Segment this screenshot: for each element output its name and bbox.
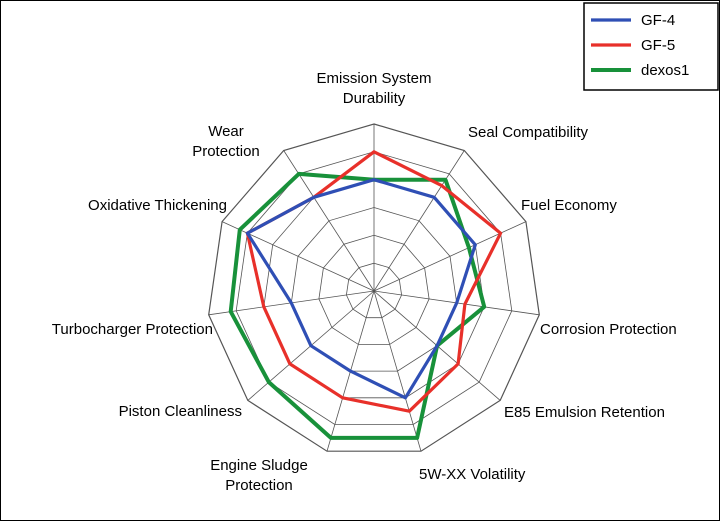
axis-label: Protection [192,143,260,160]
grid-ring [290,207,458,372]
axis-label: Engine Sludge [210,457,308,474]
axis-label: Wear [208,123,244,140]
axis-label: Piston Cleanliness [119,403,242,420]
grid-spoke [221,221,375,292]
grid-spoke [373,150,465,292]
legend-label: GF-5 [641,37,675,54]
axis-label: Durability [343,90,406,107]
grid-ring [208,123,540,452]
radar-series [228,150,503,440]
legend-label: GF-4 [641,12,675,29]
grid-spoke [373,221,527,292]
series-gf-4 [245,178,477,400]
axis-label: Turbocharger Protection [52,321,213,338]
grid-ring [235,151,513,425]
axis-label: Protection [225,477,293,494]
axis-label: Oxidative Thickening [88,197,227,214]
axis-label: Emission System [316,70,431,87]
axis-labels: Emission System Durability Seal Compatibil… [52,70,677,494]
series-dexos1 [228,171,487,440]
axis-label: E85 Emulsion Retention [504,404,665,421]
axis-label: 5W-XX Volatility [419,466,526,483]
grid-ring [318,234,430,345]
legend-label: dexos1 [641,62,689,79]
grid-ring [345,262,403,319]
grid-spoke [373,290,422,452]
grid-spoke [283,150,375,292]
axis-label: Fuel Economy [521,197,617,214]
legend: GF-4 GF-5 dexos1 [583,2,719,91]
axis-label: Corrosion Protection [540,321,677,338]
axis-label: Seal Compatibility [468,124,589,141]
